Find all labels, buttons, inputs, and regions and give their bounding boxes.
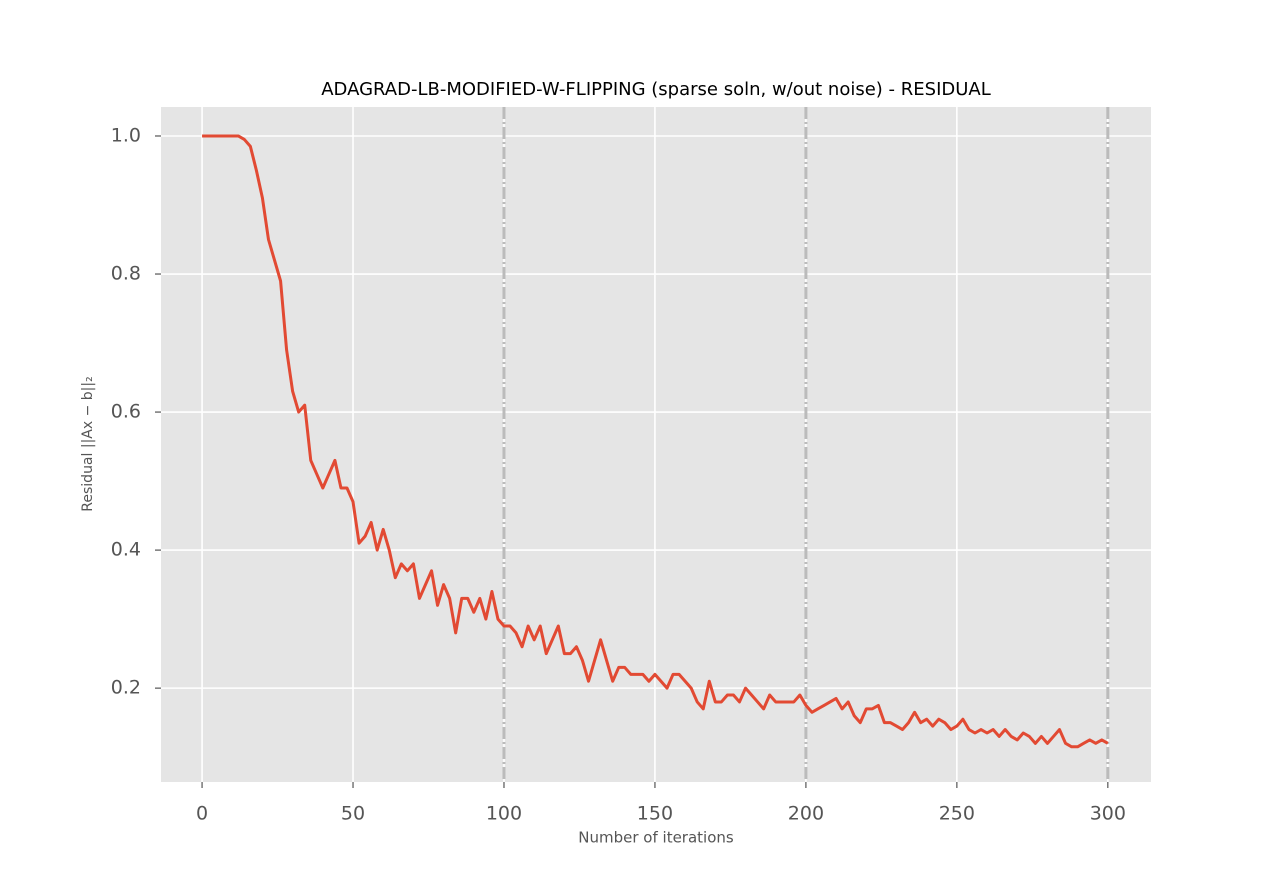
- x-tick-label: 300: [1090, 803, 1126, 825]
- x-tick-label: 0: [196, 803, 208, 825]
- x-tick-label: 250: [939, 803, 975, 825]
- x-tick-label: 200: [788, 803, 824, 825]
- plot-area: [161, 107, 1151, 782]
- data-line: [202, 134, 1109, 749]
- y-tick-label: 0.2: [111, 677, 141, 699]
- x-tick-label: 50: [341, 803, 365, 825]
- x-axis-label: Number of iterations: [578, 829, 734, 847]
- chart-title: ADAGRAD-LB-MODIFIED-W-FLIPPING (sparse s…: [321, 79, 991, 100]
- x-tick-label: 150: [637, 803, 673, 825]
- y-tick-label: 0.6: [111, 401, 141, 423]
- y-tick-label: 0.4: [111, 539, 141, 561]
- y-axis-label: Residual ||Ax − b||₂: [80, 376, 96, 511]
- y-tick-label: 0.8: [111, 263, 141, 285]
- x-tick-label: 100: [486, 803, 522, 825]
- y-tick-label: 1.0: [111, 124, 141, 146]
